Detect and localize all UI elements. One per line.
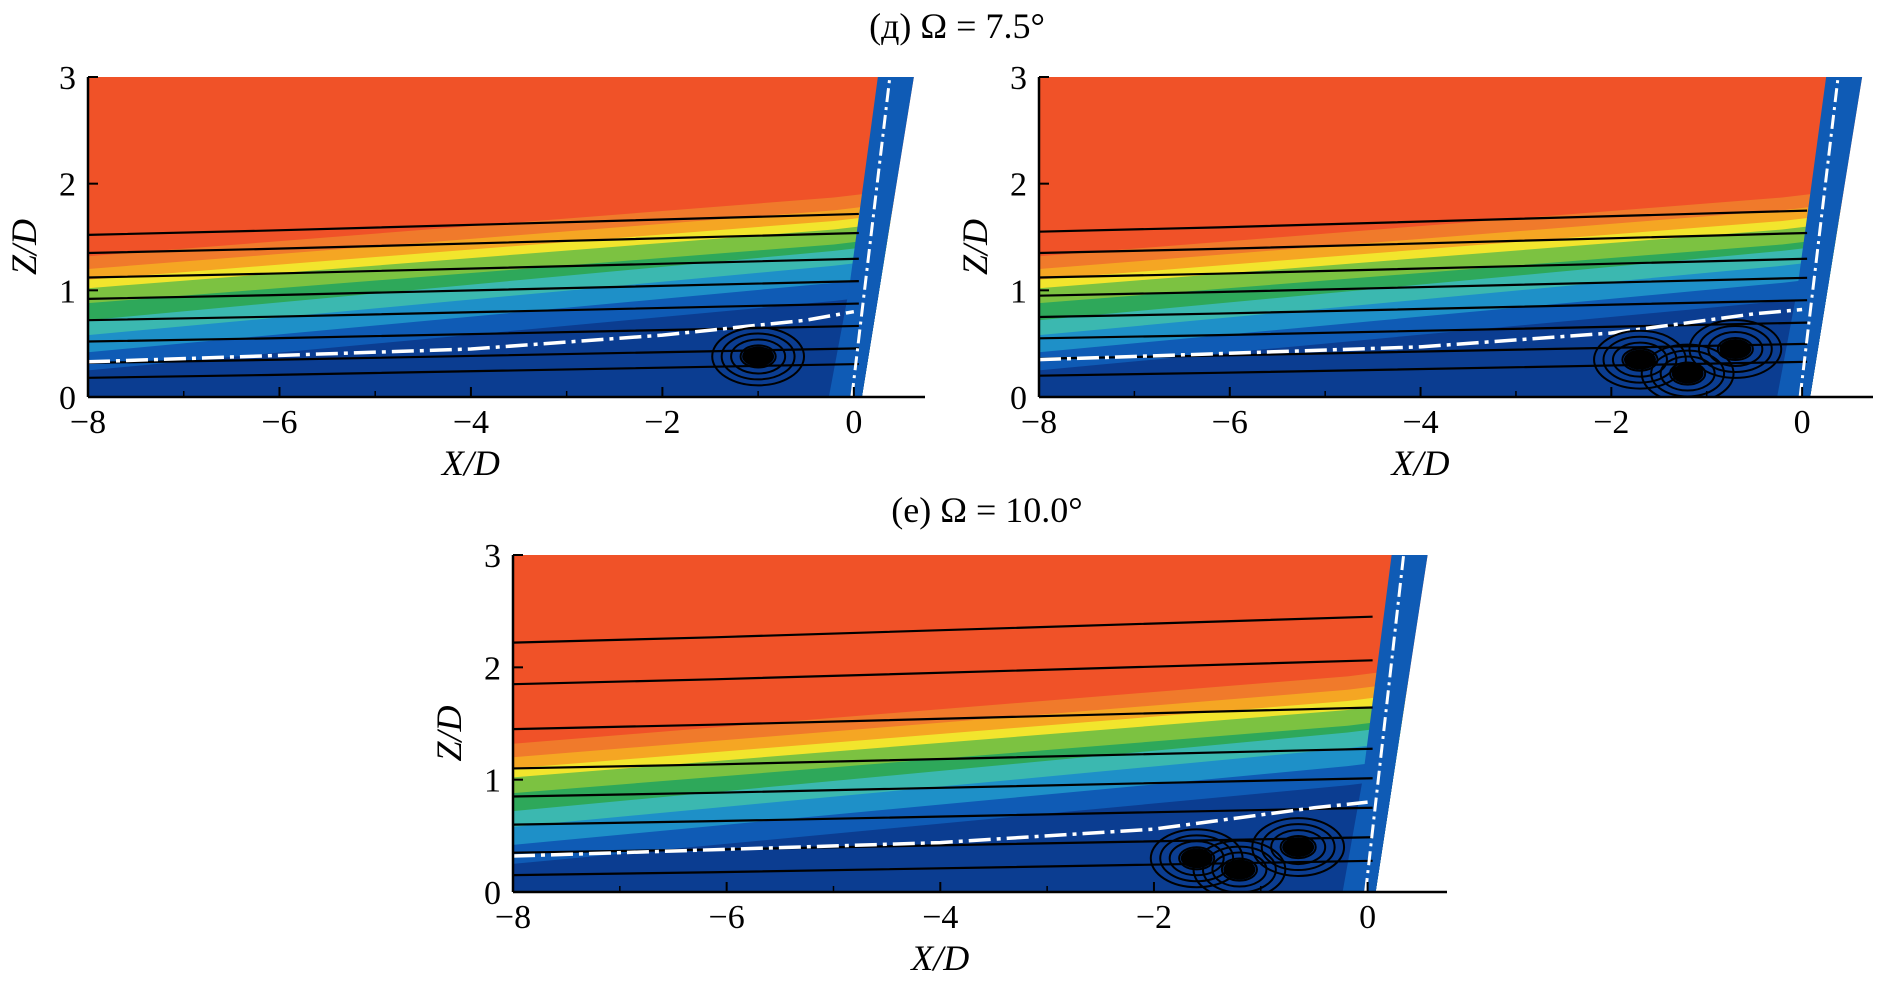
x-axis-label: X/D — [1390, 443, 1450, 483]
vortex-0-ring — [1593, 329, 1687, 390]
x-tick-label: 0 — [1794, 404, 1811, 441]
vortex-0-ring — [739, 344, 777, 369]
streamline-3 — [513, 777, 1373, 798]
streamline-7 — [88, 212, 859, 236]
y-tick-label: 3 — [59, 60, 76, 97]
streamline-4 — [1039, 276, 1808, 297]
x-axis-label: X/D — [909, 938, 969, 978]
x-axis-label: X/D — [440, 443, 500, 483]
vortex-0-ring — [1178, 846, 1216, 871]
shear-layer-line — [1039, 307, 1803, 362]
y-tick-label: 0 — [484, 875, 501, 912]
streamline-6 — [88, 231, 859, 255]
y-tick-label: 2 — [1010, 167, 1027, 204]
x-tick-label: −8 — [1021, 404, 1057, 441]
vortex-0-core — [742, 346, 775, 367]
y-tick-label: 1 — [1010, 273, 1027, 310]
vortex-0-core — [1623, 349, 1656, 370]
vortex-1-core — [1671, 363, 1704, 384]
shear-layer-line — [88, 309, 855, 364]
vortex-2-ring — [1251, 817, 1346, 877]
panel-2: −8 −6 −4 −2 0 0 1 2 3 X/D Z/D — [429, 538, 1447, 978]
y-tick-label: 1 — [484, 763, 501, 800]
x-tick-label: −6 — [709, 899, 745, 936]
vortex-0-ring — [1611, 341, 1668, 378]
x-tick-label: −4 — [1402, 404, 1438, 441]
y-tick-label: 2 — [59, 167, 76, 204]
streamline-6 — [1039, 231, 1808, 255]
title-e: (e) Ω = 10.0° — [891, 490, 1082, 530]
streamline-0 — [1039, 360, 1808, 377]
vortex-2-core — [1282, 837, 1315, 858]
y-tick-label: 0 — [59, 380, 76, 417]
panel-1: −8 −6 −4 −2 0 0 1 2 3 X/D Z/D — [955, 60, 1873, 483]
streamline-5 — [1039, 257, 1808, 279]
streamline-4 — [88, 280, 859, 300]
contour-band-0 — [88, 290, 914, 397]
vortex-0-ring — [711, 326, 806, 387]
vortex-1-ring — [1201, 845, 1277, 892]
y-axis-label: Z/D — [429, 705, 469, 761]
shear-layer-line — [513, 800, 1368, 858]
wall-boundary — [1364, 554, 1406, 893]
vortex-2-ring — [1716, 336, 1754, 362]
title-d: (д) Ω = 7.5° — [869, 6, 1045, 46]
x-tick-label: −4 — [922, 899, 958, 936]
x-tick-label: −6 — [1212, 404, 1248, 441]
vortex-1-ring — [1211, 851, 1268, 888]
vortex-2-ring — [1707, 331, 1764, 367]
x-tick-label: 0 — [845, 404, 862, 441]
streamline-5 — [513, 706, 1373, 731]
x-tick-label: −4 — [453, 404, 489, 441]
streamline-1 — [88, 347, 859, 364]
panel-0: −8 −6 −4 −2 0 0 1 2 3 X/D Z/D — [4, 60, 925, 483]
vortex-2-core — [1719, 339, 1752, 359]
x-tick-label: 0 — [1359, 899, 1376, 936]
y-tick-label: 0 — [1010, 380, 1027, 417]
x-tick-label: −2 — [644, 404, 680, 441]
streamline-3 — [1039, 299, 1808, 319]
y-tick-label: 3 — [484, 538, 501, 575]
streamline-7 — [513, 615, 1373, 644]
vortex-1-core — [1223, 859, 1256, 880]
y-tick-label: 2 — [484, 650, 501, 687]
x-tick-label: −8 — [495, 899, 531, 936]
vortex-0-ring — [1168, 840, 1225, 877]
vortex-0-ring — [1602, 335, 1678, 384]
streamline-4 — [513, 747, 1373, 770]
streamline-5 — [88, 257, 859, 279]
vortex-1-ring — [1669, 361, 1707, 386]
streamline-7 — [1039, 209, 1808, 233]
contour-band-0 — [1039, 290, 1863, 397]
vortex-2-ring — [1279, 835, 1317, 860]
streamline-2 — [1039, 321, 1808, 340]
vortex-2-ring — [1688, 319, 1783, 379]
vortex-2-ring — [1260, 823, 1336, 872]
vortex-1-ring — [1659, 355, 1716, 392]
y-axis-label: Z/D — [4, 219, 44, 275]
x-tick-label: −2 — [1593, 404, 1629, 441]
streamline-6 — [513, 659, 1373, 686]
y-tick-label: 1 — [59, 273, 76, 310]
vortex-1-ring — [1640, 343, 1735, 397]
x-tick-label: −2 — [1136, 899, 1172, 936]
vortex-0-ring — [730, 338, 787, 375]
vortex-1-ring — [1220, 857, 1258, 882]
y-tick-label: 3 — [1010, 60, 1027, 97]
x-tick-label: −8 — [70, 404, 106, 441]
streamline-0 — [88, 362, 859, 379]
y-axis-label: Z/D — [955, 219, 995, 275]
vortex-0-ring — [720, 332, 796, 381]
streamline-3 — [88, 302, 859, 322]
streamline-2 — [88, 324, 859, 343]
vortex-2-ring — [1697, 325, 1773, 373]
x-tick-label: −6 — [261, 404, 297, 441]
vortex-2-ring — [1270, 829, 1327, 866]
